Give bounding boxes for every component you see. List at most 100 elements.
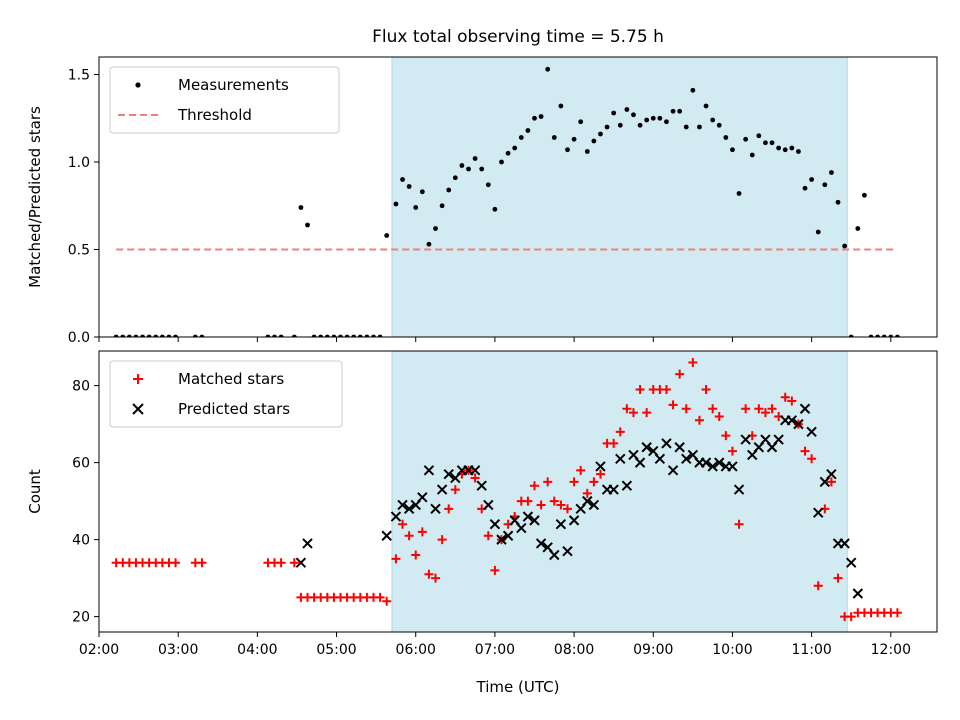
matched-stars-point — [444, 504, 454, 514]
matched-stars-point — [490, 565, 500, 575]
measurement-point — [393, 201, 399, 207]
top-legend-marker — [135, 82, 141, 88]
measurement-point — [578, 119, 584, 125]
predicted-stars-point — [403, 503, 415, 515]
measurement-point — [439, 203, 445, 209]
measurement-point — [637, 122, 643, 128]
measurement-point — [426, 241, 432, 247]
matched-stars-point — [391, 554, 401, 564]
measurement-point — [146, 334, 152, 337]
matched-stars-point — [622, 404, 632, 414]
predicted-stars-point — [549, 549, 560, 561]
predicted-stars-point — [381, 530, 392, 541]
matched-stars-point — [754, 404, 764, 414]
measurement-point — [683, 124, 689, 130]
predicted-stars-point — [667, 465, 679, 476]
predicted-stars-point — [846, 557, 857, 568]
bottom-axes-frame — [98, 350, 938, 633]
matched-stars-point — [483, 531, 493, 541]
measurement-point — [591, 138, 597, 144]
measurement-point — [499, 159, 504, 165]
predicted-stars-point — [773, 434, 784, 445]
predicted-stars-point — [489, 519, 501, 530]
predicted-stars-point — [621, 480, 633, 491]
top-legend-label: Measurements — [178, 76, 289, 94]
predicted-stars-point — [681, 453, 692, 464]
matched-stars-point — [734, 519, 744, 529]
matched-stars-point — [668, 400, 678, 410]
predicted-stars-point — [588, 499, 600, 511]
matched-stars-point — [615, 427, 625, 437]
measurement-point — [690, 87, 696, 93]
bottom-plot-area — [111, 358, 902, 622]
predicted-stars-point — [714, 457, 725, 468]
measurement-point — [446, 187, 452, 193]
measurement-point — [331, 334, 337, 337]
predicted-stars-point — [469, 465, 481, 476]
measurement-point — [644, 117, 650, 123]
matched-stars-point — [708, 404, 718, 414]
matched-stars-point — [417, 527, 427, 537]
measurement-point — [472, 156, 478, 161]
matched-stars-point — [595, 469, 605, 479]
measurement-point — [835, 199, 841, 205]
bottom-chart-counts: 20 40 60 80 02:00 03:00 04:00 05:00 06:00 07:00 08… — [26, 350, 938, 696]
measurement-point — [802, 185, 808, 191]
measurement-point — [571, 136, 577, 142]
measurement-point — [875, 334, 881, 337]
measurement-point — [272, 334, 277, 337]
matched-stars-point — [197, 558, 207, 568]
bottom-x-tick-label: 08:00 — [554, 642, 594, 658]
measurement-point — [192, 334, 198, 337]
predicted-stars-point — [390, 511, 402, 522]
predicted-stars-point — [813, 507, 824, 518]
top-y-tick-label: 1.5 — [68, 68, 90, 84]
measurement-point — [351, 334, 357, 337]
predicted-stars-point — [674, 442, 685, 453]
top-shaded-observing-span — [391, 56, 848, 338]
measurement-point — [868, 334, 874, 337]
measurement-point — [298, 205, 304, 210]
bottom-legend-label: Matched stars — [178, 370, 284, 388]
predicted-stars-point — [443, 468, 454, 480]
bottom-x-tick-label: 04:00 — [237, 642, 277, 658]
measurement-point — [809, 177, 815, 182]
predicted-stars-point — [417, 492, 428, 503]
predicted-stars-point — [707, 461, 718, 472]
bottom-x-tick-label: 12:00 — [871, 642, 911, 658]
predicted-stars-point — [502, 530, 514, 541]
series-measurements — [113, 66, 900, 337]
predicted-stars-point — [852, 588, 864, 599]
measurement-point — [895, 334, 900, 337]
top-y-tick-label: 0.0 — [68, 330, 90, 346]
measurement-point — [113, 334, 119, 337]
bottom-x-tick-label: 07:00 — [475, 642, 515, 658]
measurement-point — [862, 192, 867, 198]
matched-stars-point — [289, 558, 299, 568]
matched-stars-point — [628, 408, 638, 418]
matched-stars-point — [171, 558, 181, 568]
measurement-point — [710, 117, 716, 123]
measurement-point — [452, 175, 458, 181]
measurement-point — [311, 334, 317, 337]
matched-stars-point — [411, 550, 421, 560]
bottom-legend: Matched stars Predicted stars — [109, 360, 343, 428]
bottom-x-tick-label: 02:00 — [79, 642, 119, 658]
predicted-stars-point — [641, 442, 652, 453]
measurement-point — [670, 108, 676, 114]
measurement-point — [697, 124, 702, 130]
matched-stars-point — [562, 504, 572, 514]
matched-stars-point — [780, 392, 790, 402]
measurement-point — [631, 112, 636, 118]
matched-stars-point — [589, 477, 599, 487]
measurement-point — [565, 147, 570, 153]
bottom-y-axis-label: Count — [26, 469, 44, 514]
matched-stars-point — [681, 404, 691, 414]
predicted-stars-point — [582, 495, 593, 507]
measurement-point — [558, 103, 564, 109]
measurement-point — [419, 189, 425, 195]
measurement-point — [604, 124, 610, 130]
measurement-point — [364, 334, 370, 337]
measurement-point — [377, 334, 383, 337]
matched-stars-point — [569, 477, 579, 487]
